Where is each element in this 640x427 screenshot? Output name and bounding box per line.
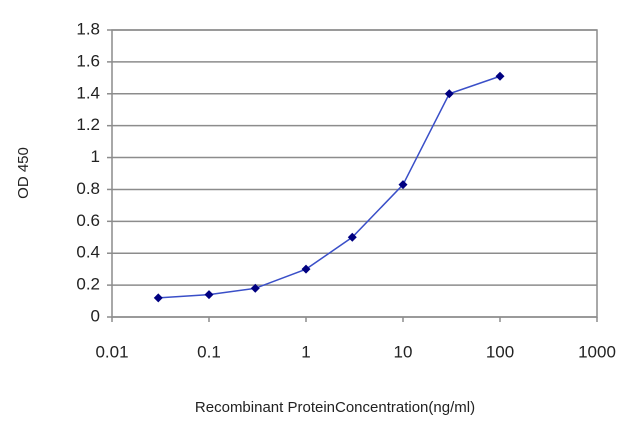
data-line [158, 75, 501, 299]
data-point [153, 293, 163, 303]
y-tick-label: 1.4 [76, 83, 100, 102]
x-tick-label: 0.1 [197, 342, 221, 361]
y-tick-label: 0.4 [76, 243, 100, 262]
x-tick-label: 10 [394, 342, 413, 361]
y-tick-label: 0.8 [76, 179, 100, 198]
plot-frame [111, 29, 598, 318]
data-point [444, 89, 454, 99]
y-tick-label: 1 [91, 147, 100, 166]
data-point [204, 290, 214, 300]
y-tick-label: 1.2 [76, 115, 100, 134]
y-tick-label: 1.8 [76, 19, 100, 38]
x-tick-label: 1 [301, 342, 310, 361]
x-tick-label: 100 [486, 342, 514, 361]
y-tick-label: 0.2 [76, 275, 100, 294]
data-point [347, 232, 357, 242]
y-tick-label: 0 [91, 306, 100, 325]
y-axis-label: OD 450 [15, 147, 32, 199]
x-tick-label: 1000 [578, 342, 616, 361]
y-tick-label: 0.6 [76, 211, 100, 230]
data-point [250, 283, 260, 293]
x-axis-label: Recombinant ProteinConcentration(ng/ml) [195, 399, 475, 416]
x-tick-label: 0.01 [95, 342, 128, 361]
y-tick-label: 1.6 [76, 51, 100, 70]
data-point [398, 180, 408, 190]
data-point [301, 264, 311, 274]
data-point [495, 71, 505, 81]
